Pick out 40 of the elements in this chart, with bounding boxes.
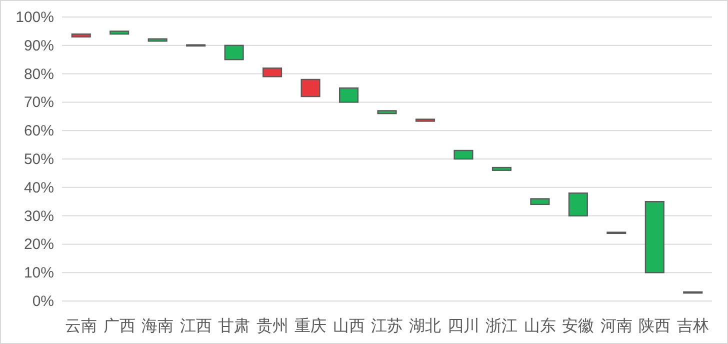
y-tick-label: 50% [24, 151, 54, 168]
bar [338, 87, 359, 103]
x-tick-label: 重庆 [294, 317, 327, 335]
y-tick-label: 20% [24, 236, 54, 254]
y-tick-label: 40% [24, 179, 54, 196]
bar [262, 68, 282, 78]
x-tick-label: 浙江 [486, 317, 518, 335]
y-tick-label: 70% [24, 94, 54, 112]
x-tick-label: 贵州 [256, 317, 288, 335]
y-tick-label: 60% [24, 122, 54, 140]
y-tick-label: 10% [24, 264, 54, 282]
y-tick-label: 100% [16, 9, 54, 26]
x-tick-label: 河南 [600, 317, 632, 335]
bar [224, 44, 244, 60]
x-tick-label: 四川 [447, 317, 480, 335]
x-tick-label: 安徽 [562, 317, 594, 335]
x-tick-label: 山东 [524, 317, 556, 335]
x-tick-label: 湖北 [409, 317, 442, 335]
bar [530, 198, 550, 206]
x-tick-label: 甘肃 [218, 317, 250, 335]
y-tick-label: 0% [32, 293, 54, 310]
bar [377, 110, 397, 114]
bar [454, 150, 474, 160]
y-tick-label: 90% [24, 37, 54, 54]
x-tick-label: 广西 [103, 317, 136, 335]
x-tick-label: 吉林 [676, 317, 709, 335]
y-tick-label: 30% [24, 208, 54, 225]
x-tick-label: 海南 [142, 317, 174, 335]
x-tick-label: 陕西 [638, 318, 671, 335]
x-tick-label: 江苏 [371, 317, 403, 335]
bar [71, 33, 91, 38]
x-tick-label: 江西 [180, 318, 212, 335]
bar [110, 30, 130, 35]
bar [300, 78, 320, 98]
y-tick-label: 80% [24, 66, 54, 83]
x-tick-label: 云南 [65, 317, 98, 335]
x-tick-label: 山西 [332, 317, 365, 335]
bar [568, 192, 588, 216]
bar [644, 201, 664, 274]
bar [492, 166, 512, 171]
